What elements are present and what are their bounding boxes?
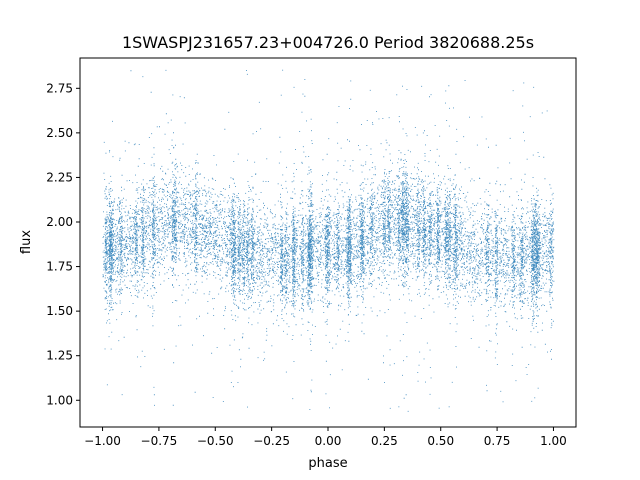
x-tick-label: −0.75 [141, 434, 178, 448]
y-tick-label: 2.50 [46, 126, 73, 140]
y-axis-ticks: 1.00 1.25 1.50 1.75 2.00 2.25 2.50 2.75 [46, 81, 80, 407]
x-tick-label: 0.25 [371, 434, 398, 448]
x-tick-label: 0.00 [315, 434, 342, 448]
x-axis-label: phase [308, 456, 347, 471]
y-tick-label: 2.25 [46, 170, 73, 184]
chart-title: 1SWASPJ231657.23+004726.0 Period 3820688… [122, 33, 534, 52]
y-tick-label: 2.00 [46, 215, 73, 229]
x-tick-label: 1.00 [540, 434, 567, 448]
y-tick-label: 2.75 [46, 81, 73, 95]
x-tick-label: 0.50 [427, 434, 454, 448]
x-tick-label: 0.75 [484, 434, 511, 448]
y-tick-label: 1.50 [46, 304, 73, 318]
x-tick-label: −0.50 [197, 434, 234, 448]
y-axis-label: flux [19, 230, 34, 254]
y-tick-label: 1.00 [46, 393, 73, 407]
x-axis-ticks: −1.00 −0.75 −0.50 −0.25 0.00 0.25 0.50 0.75 1.00 [84, 427, 567, 448]
x-tick-label: −0.25 [253, 434, 290, 448]
y-tick-label: 1.25 [46, 349, 73, 363]
y-tick-label: 1.75 [46, 260, 73, 274]
x-tick-label: −1.00 [84, 434, 121, 448]
